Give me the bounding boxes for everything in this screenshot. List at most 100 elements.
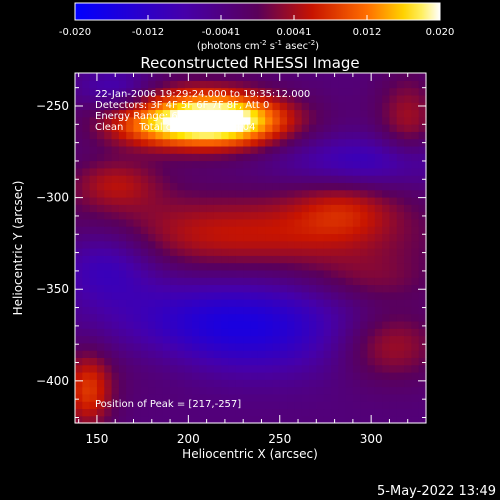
heatmap-cell (89, 408, 98, 417)
heatmap-cell (396, 218, 405, 227)
heatmap-cell (228, 233, 237, 242)
heatmap-cell (126, 233, 135, 242)
heatmap-cell (111, 116, 120, 125)
heatmap-cell (338, 313, 347, 322)
heatmap-cell (228, 124, 237, 132)
heatmap-cell (272, 415, 281, 424)
heatmap-cell (411, 269, 420, 278)
heatmap-cell (272, 189, 281, 198)
heatmap-cell (213, 138, 222, 147)
heatmap-cell (170, 80, 178, 89)
heatmap-cell (140, 299, 149, 307)
heatmap-cell (221, 87, 230, 96)
heatmap-cell (170, 226, 178, 235)
heatmap-cell (345, 371, 354, 380)
heatmap-cell (382, 255, 391, 264)
heatmap-cell (96, 248, 105, 256)
heatmap-cell (111, 284, 120, 293)
heatmap-cell (82, 160, 91, 169)
heatmap-cell (192, 233, 200, 242)
heatmap-cell (411, 371, 420, 380)
heatmap-cell (148, 269, 157, 278)
heatmap-cell (184, 145, 193, 154)
heatmap-cell (250, 160, 259, 169)
heatmap-cell (338, 124, 347, 132)
heatmap-cell (199, 182, 208, 191)
heatmap-cell (170, 299, 178, 307)
heatmap-cell (213, 277, 222, 286)
heatmap-cell (316, 182, 325, 191)
heatmap-cell (96, 350, 105, 358)
heatmap-cell (294, 299, 303, 307)
heatmap-cell (155, 306, 164, 315)
heatmap-cell (221, 240, 230, 249)
heatmap-cell (257, 248, 266, 256)
heatmap-cell (301, 284, 310, 293)
heatmap-cell (272, 335, 281, 344)
heatmap-cell (140, 182, 149, 191)
heatmap-cell (352, 124, 361, 132)
heatmap-cell (192, 299, 200, 307)
heatmap-cell (309, 189, 317, 198)
heatmap-cell (177, 393, 186, 402)
heatmap-cell (235, 386, 244, 395)
heatmap-cell (352, 313, 361, 322)
heatmap-cell (133, 233, 142, 242)
heatmap-cell (389, 328, 398, 337)
heatmap-cell (235, 233, 244, 242)
heatmap-cell (75, 306, 83, 315)
heatmap-cell (206, 94, 215, 103)
heatmap-cell (104, 379, 113, 388)
heatmap-cell (162, 226, 171, 235)
heatmap-cell (257, 342, 266, 351)
heatmap-cell (279, 87, 288, 96)
heatmap-cell (228, 299, 237, 307)
heatmap-cell (287, 226, 295, 235)
heatmap-cell (360, 364, 369, 373)
colorbar-unit-label: (photons cm-2 s-1 asec-2) (197, 39, 319, 52)
heatmap-cell (382, 145, 391, 154)
heatmap-cell (367, 145, 376, 154)
heatmap-cell (243, 116, 252, 125)
heatmap-cell (418, 299, 427, 307)
heatmap-cell (140, 131, 149, 140)
heatmap-cell (374, 284, 383, 293)
heatmap-cell (235, 364, 244, 373)
heatmap-cell (89, 204, 98, 213)
heatmap-cell (279, 218, 288, 227)
heatmap-cell (250, 233, 259, 242)
heatmap-cell (104, 357, 113, 366)
heatmap-cell (287, 138, 295, 147)
heatmap-cell (126, 408, 135, 417)
heatmap-cell (118, 240, 127, 249)
heatmap-cell (104, 124, 113, 132)
heatmap-cell (243, 131, 252, 140)
heatmap-cell (221, 357, 230, 366)
heatmap-cell (257, 160, 266, 169)
heatmap-cell (104, 277, 113, 286)
heatmap-cell (309, 313, 317, 322)
heatmap-cell (104, 415, 113, 424)
heatmap-cell (396, 87, 405, 96)
heatmap-cell (170, 182, 178, 191)
heatmap-cell (367, 350, 376, 358)
heatmap-cell (206, 313, 215, 322)
heatmap-cell (287, 248, 295, 256)
heatmap-cell (250, 226, 259, 235)
heatmap-cell (338, 415, 347, 424)
heatmap-cell (404, 393, 412, 402)
annotation-detectors: Detectors: 3F 4F 5F 6F 7F 8F, Att 0 (95, 100, 269, 111)
heatmap-cell (126, 87, 135, 96)
heatmap-cell (228, 109, 237, 118)
heatmap-cell (82, 182, 91, 191)
heatmap-cell (199, 196, 208, 205)
heatmap-cell (316, 109, 325, 118)
heatmap-cell (309, 342, 317, 351)
heatmap-cell (330, 204, 339, 213)
heatmap-cell (111, 196, 120, 205)
heatmap-cell (213, 408, 222, 417)
heatmap-cell (287, 342, 295, 351)
heatmap-cell (396, 408, 405, 417)
heatmap-cell (287, 328, 295, 337)
heatmap-cell (89, 189, 98, 198)
